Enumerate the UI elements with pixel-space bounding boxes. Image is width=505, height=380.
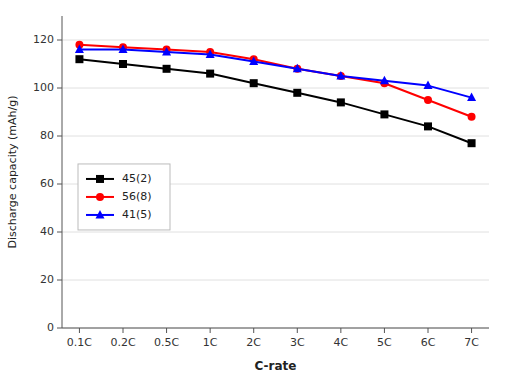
point[interactable] (380, 76, 389, 85)
legend-marker (96, 210, 105, 219)
x-tick-label: 2C (246, 336, 261, 349)
grid (62, 40, 489, 328)
y-tick (57, 328, 62, 329)
y-tick-label: 0 (47, 321, 54, 334)
x-tick-label: 3C (290, 336, 305, 349)
legend: 45(2) 56(8) 41(5) (78, 164, 170, 230)
point[interactable] (206, 70, 214, 78)
plot-area (75, 41, 476, 147)
point[interactable] (119, 60, 127, 68)
y-tick (57, 136, 62, 137)
series-line (79, 59, 471, 143)
x-tick-label: 0.1C (67, 336, 92, 349)
y-tick-label: 100 (33, 81, 54, 94)
grid-line (62, 328, 489, 329)
x-tick (210, 328, 211, 333)
y-tick-label: 20 (40, 273, 54, 286)
x-tick (471, 328, 472, 333)
series-line (79, 50, 471, 98)
legend-marker (96, 193, 104, 201)
x-tick (253, 328, 254, 333)
x-tick (123, 328, 124, 333)
point[interactable] (424, 81, 433, 90)
y-tick (57, 280, 62, 281)
series-line (79, 45, 471, 117)
y-tick-label: 60 (40, 177, 54, 190)
y-tick-label: 80 (40, 129, 54, 142)
y-tick (57, 40, 62, 41)
grid-line (62, 136, 489, 137)
axes: 0 20 40 60 80 100 120 0.1C 0.2C 0.5C 1C 2C 3C 4C 5C 6C 7… (33, 16, 489, 349)
chart: 0 20 40 60 80 100 120 0.1C 0.2C 0.5C 1C 2C 3C 4C 5C 6C 7… (0, 0, 505, 380)
point[interactable] (119, 45, 128, 54)
point[interactable] (250, 79, 258, 87)
point[interactable] (75, 45, 84, 54)
y-axis-line (62, 16, 63, 328)
x-tick (384, 328, 385, 333)
legend-label: 41(5) (122, 208, 152, 221)
point[interactable] (249, 57, 258, 66)
grid-line (62, 280, 489, 281)
point[interactable] (293, 89, 301, 97)
x-tick (428, 328, 429, 333)
legend-marker (96, 175, 104, 183)
y-tick (57, 232, 62, 233)
y-tick-label: 120 (33, 33, 54, 46)
point[interactable] (380, 110, 388, 118)
y-tick (57, 184, 62, 185)
point[interactable] (163, 65, 171, 73)
y-tick (57, 88, 62, 89)
legend-label: 45(2) (122, 172, 152, 185)
point[interactable] (337, 98, 345, 106)
x-tick-label: 6C (421, 336, 436, 349)
x-tick-label: 1C (203, 336, 218, 349)
x-tick (166, 328, 167, 333)
grid-line (62, 232, 489, 233)
point[interactable] (336, 71, 345, 80)
series (75, 45, 476, 102)
legend-box (78, 164, 170, 230)
x-tick (79, 328, 80, 333)
point[interactable] (424, 96, 432, 104)
y-axis-label: Discharge capacity (mAh/g) (6, 95, 19, 248)
x-tick (297, 328, 298, 333)
x-tick-label: 4C (334, 336, 349, 349)
x-tick-label: 0.2C (110, 336, 135, 349)
x-tick-label: 7C (464, 336, 479, 349)
series (75, 55, 475, 147)
chart-container: 0 20 40 60 80 100 120 0.1C 0.2C 0.5C 1C 2C 3C 4C 5C 6C 7… (0, 0, 505, 380)
series (75, 41, 475, 121)
x-axis-label: C-rate (255, 359, 297, 373)
point[interactable] (206, 49, 215, 58)
point[interactable] (75, 55, 83, 63)
x-tick (340, 328, 341, 333)
point[interactable] (162, 47, 171, 56)
x-tick-label: 5C (377, 336, 392, 349)
point[interactable] (468, 139, 476, 147)
x-tick-label: 0.5C (154, 336, 179, 349)
grid-line (62, 40, 489, 41)
point[interactable] (424, 122, 432, 130)
point[interactable] (293, 64, 302, 73)
legend-label: 56(8) (122, 190, 152, 203)
x-axis-line (62, 328, 489, 329)
point[interactable] (467, 93, 476, 102)
point[interactable] (468, 113, 476, 121)
y-tick-label: 40 (40, 225, 54, 238)
